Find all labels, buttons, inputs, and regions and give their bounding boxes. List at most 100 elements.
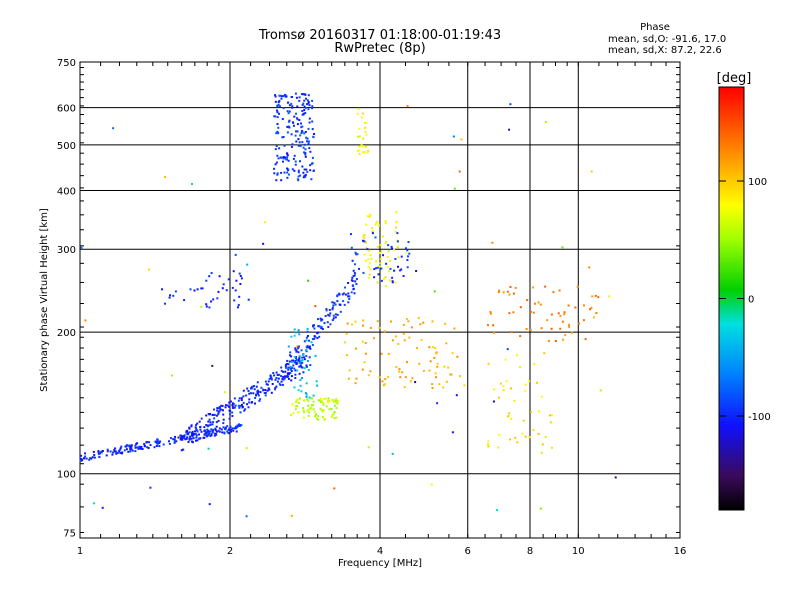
data-point <box>297 144 300 147</box>
data-point <box>276 109 278 112</box>
data-point <box>487 440 490 443</box>
data-point <box>286 101 289 104</box>
data-point <box>436 402 439 405</box>
data-point <box>247 406 250 409</box>
data-point <box>434 372 437 375</box>
data-point <box>309 364 312 367</box>
data-point <box>301 130 304 133</box>
data-point <box>242 395 245 398</box>
data-point <box>211 431 214 434</box>
data-point <box>512 292 515 295</box>
data-point <box>237 304 240 306</box>
data-point <box>210 272 213 274</box>
data-point <box>307 399 310 402</box>
data-point <box>561 246 564 249</box>
data-point <box>323 417 326 420</box>
data-point <box>434 352 437 355</box>
data-point <box>212 421 215 423</box>
data-point <box>295 140 298 143</box>
data-point <box>422 369 425 372</box>
data-point <box>512 311 515 314</box>
data-point <box>318 325 321 328</box>
data-point <box>332 314 335 317</box>
data-point <box>276 172 279 175</box>
data-point <box>361 368 364 371</box>
data-point <box>188 438 191 441</box>
data-point <box>582 319 585 322</box>
data-point <box>356 112 359 115</box>
data-point <box>377 245 379 248</box>
data-point <box>98 455 101 458</box>
data-point <box>405 247 407 250</box>
data-point <box>301 377 303 379</box>
data-point <box>256 381 259 384</box>
data-point <box>233 406 236 409</box>
data-point <box>334 316 337 319</box>
data-point <box>406 105 409 108</box>
data-point <box>124 445 127 448</box>
data-point <box>388 270 391 273</box>
data-point <box>288 104 291 107</box>
data-point <box>141 448 144 450</box>
data-point <box>254 402 256 405</box>
data-point <box>402 332 405 335</box>
data-point <box>319 317 322 320</box>
data-point <box>187 441 190 443</box>
data-point <box>206 430 209 433</box>
data-point <box>218 410 221 413</box>
colorbar-tick-label: 100 <box>748 177 767 188</box>
data-point <box>168 296 171 299</box>
data-point <box>191 434 194 437</box>
data-point <box>293 386 296 389</box>
data-point <box>195 439 197 442</box>
data-point <box>363 236 366 239</box>
data-point <box>145 441 148 444</box>
data-point <box>81 459 84 462</box>
data-point <box>290 375 293 378</box>
data-point <box>190 424 193 427</box>
data-point <box>319 397 322 400</box>
data-point <box>344 341 347 344</box>
data-point <box>270 376 273 379</box>
data-point <box>304 106 307 109</box>
data-point <box>381 380 384 383</box>
data-point <box>321 328 324 330</box>
data-point <box>280 380 283 383</box>
data-point <box>305 136 308 139</box>
data-point <box>497 396 500 399</box>
data-point <box>255 393 258 396</box>
data-point <box>273 172 276 175</box>
data-point <box>492 331 495 334</box>
data-point <box>198 437 201 440</box>
data-point <box>291 143 294 146</box>
data-point <box>143 444 146 447</box>
data-point <box>304 130 307 133</box>
data-point <box>137 447 140 450</box>
data-point <box>237 404 240 407</box>
data-point <box>324 397 327 400</box>
data-point <box>180 434 183 437</box>
data-point <box>277 126 280 129</box>
data-point <box>218 427 221 430</box>
data-point <box>286 375 289 378</box>
data-point <box>384 242 387 245</box>
data-point <box>329 323 332 326</box>
data-point <box>290 367 293 369</box>
data-point <box>301 359 304 361</box>
data-point <box>347 295 350 298</box>
data-point <box>307 404 310 407</box>
data-point <box>238 272 241 275</box>
data-point <box>284 375 286 378</box>
data-point <box>353 292 356 295</box>
data-point <box>568 323 570 326</box>
data-point <box>229 413 231 416</box>
data-point <box>354 280 357 283</box>
data-point <box>215 421 218 424</box>
data-point <box>285 363 288 366</box>
data-point <box>347 282 350 284</box>
data-point <box>362 151 364 154</box>
data-point <box>429 360 432 363</box>
data-point <box>293 328 296 331</box>
data-point <box>430 483 433 486</box>
data-point <box>487 443 490 445</box>
